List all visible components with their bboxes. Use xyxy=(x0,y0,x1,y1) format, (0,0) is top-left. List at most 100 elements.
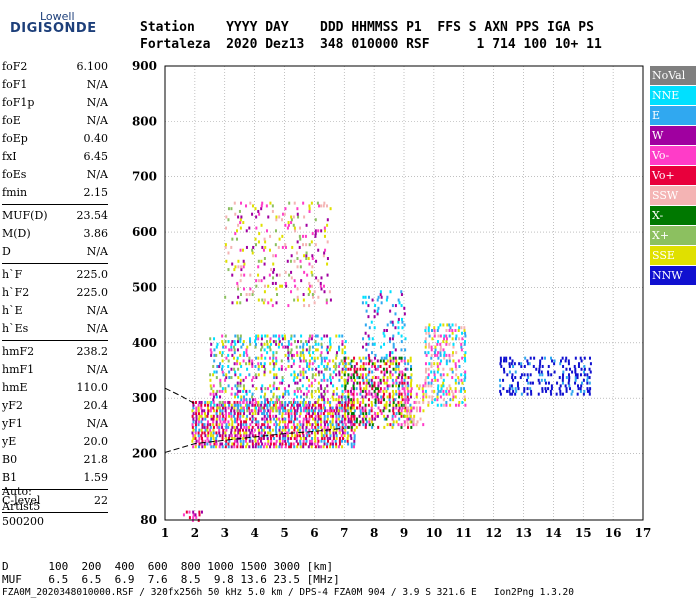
echo-point xyxy=(454,328,457,332)
echo-point xyxy=(212,395,215,399)
echo-point xyxy=(263,276,266,280)
echo-point xyxy=(508,384,511,388)
echo-point xyxy=(344,340,347,344)
echo-point xyxy=(325,356,328,360)
echo-point xyxy=(388,384,391,388)
param-separator xyxy=(2,512,108,513)
echo-point xyxy=(269,420,272,424)
echo-point xyxy=(460,373,463,377)
echo-point xyxy=(392,420,395,424)
echo-point xyxy=(248,389,251,393)
echo-point xyxy=(400,425,403,429)
echo-point xyxy=(362,400,365,404)
echo-point xyxy=(261,384,264,388)
param-value: 225.0 xyxy=(76,268,109,281)
echo-point xyxy=(520,392,523,396)
echo-point xyxy=(392,412,395,416)
echo-point xyxy=(236,362,239,366)
echo-point xyxy=(331,417,334,421)
echo-point xyxy=(251,293,254,296)
echo-point xyxy=(322,284,325,288)
echo-point xyxy=(323,417,326,421)
echo-point xyxy=(332,392,335,396)
echo-point xyxy=(514,370,517,374)
echo-point xyxy=(373,364,376,368)
echo-point xyxy=(460,342,463,346)
echo-point xyxy=(240,265,243,269)
echo-point xyxy=(192,510,195,514)
echo-point xyxy=(410,373,413,377)
echo-point xyxy=(224,406,227,410)
echo-point xyxy=(362,367,365,371)
echo-point xyxy=(284,245,287,249)
echo-point xyxy=(325,298,328,302)
echo-point xyxy=(404,414,407,418)
echo-point xyxy=(317,370,320,374)
echo-point xyxy=(361,417,364,421)
echo-point xyxy=(437,389,440,393)
echo-point xyxy=(260,337,263,341)
echo-point xyxy=(398,395,401,399)
param-row: h`F2 225.0 xyxy=(2,284,108,302)
echo-point xyxy=(308,359,311,363)
echo-point xyxy=(262,428,265,432)
echo-point xyxy=(263,406,266,410)
echo-point xyxy=(254,342,257,346)
echo-point xyxy=(287,353,290,357)
y-tick-label: 500 xyxy=(132,280,157,294)
echo-point xyxy=(326,425,329,429)
echo-point xyxy=(221,412,224,416)
echo-point xyxy=(210,445,213,449)
echo-point xyxy=(254,434,257,438)
echo-point xyxy=(335,434,338,438)
auto-program: Artist5 xyxy=(2,500,41,513)
echo-point xyxy=(437,384,440,388)
echo-point xyxy=(290,221,293,225)
echo-point xyxy=(407,425,410,429)
echo-point xyxy=(278,337,281,341)
echo-point xyxy=(353,434,356,438)
echo-point xyxy=(323,364,326,368)
echo-point xyxy=(224,434,227,438)
echo-point xyxy=(298,403,301,407)
echo-point xyxy=(332,370,335,374)
echo-point xyxy=(247,406,250,410)
echo-point xyxy=(344,428,347,432)
echo-point xyxy=(201,445,204,449)
echo-point xyxy=(302,376,305,380)
echo-point xyxy=(579,389,582,393)
x-tick-label: 4 xyxy=(250,526,258,540)
echo-point xyxy=(463,328,466,332)
echo-point xyxy=(326,218,329,222)
echo-point xyxy=(395,392,398,396)
echo-point xyxy=(267,439,270,443)
echo-point xyxy=(427,373,430,377)
echo-point xyxy=(350,417,353,421)
echo-point xyxy=(323,428,326,432)
echo-point xyxy=(215,392,218,396)
echo-point xyxy=(439,373,442,377)
echo-point xyxy=(331,376,334,380)
echo-point xyxy=(347,420,350,424)
echo-point xyxy=(210,400,213,404)
echo-point xyxy=(228,412,231,416)
echo-point xyxy=(335,414,338,418)
echo-point xyxy=(464,351,467,355)
echo-point xyxy=(317,248,320,252)
echo-point xyxy=(394,398,397,402)
echo-point xyxy=(403,398,406,402)
echo-point xyxy=(362,398,365,402)
param-row: MUF(D) 23.54 xyxy=(2,207,108,225)
echo-point xyxy=(298,434,301,438)
echo-point xyxy=(197,409,200,413)
echo-point xyxy=(344,409,347,413)
echo-point xyxy=(403,312,406,316)
echo-point xyxy=(334,362,337,366)
echo-point xyxy=(343,439,346,443)
echo-point xyxy=(341,392,344,396)
echo-point xyxy=(191,423,194,427)
echo-point xyxy=(320,406,323,410)
echo-point xyxy=(406,406,409,410)
echo-point xyxy=(463,326,466,330)
echo-point xyxy=(242,384,245,388)
